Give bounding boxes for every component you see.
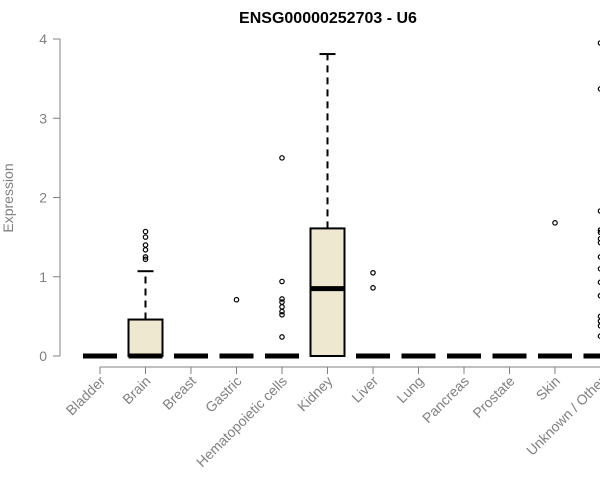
x-tick-label: Liver	[348, 373, 381, 406]
box	[309, 227, 346, 357]
x-tick-label: Prostate	[469, 373, 517, 421]
outlier-point	[597, 266, 600, 272]
x-tick-label: Breast	[159, 373, 199, 413]
outlier-point	[597, 86, 600, 92]
box-group	[265, 155, 299, 359]
x-tick-label: Lung	[393, 373, 426, 406]
outlier-point	[552, 220, 558, 226]
box-group	[538, 220, 572, 359]
outlier-point	[370, 269, 376, 276]
box-group	[356, 269, 390, 359]
outlier-point	[597, 279, 600, 286]
boxes	[83, 40, 600, 359]
outlier-point	[597, 318, 600, 324]
y-axis: 0 1 2 3 4	[39, 31, 61, 364]
outlier-point	[597, 235, 600, 242]
x-tick-label: Hematopoietic cells	[193, 373, 290, 470]
y-axis-title: Expression	[0, 163, 16, 232]
x-tick-label: Bladder	[63, 373, 109, 419]
outlier-point	[597, 40, 600, 46]
outlier-point	[597, 313, 600, 320]
outlier-point	[279, 296, 285, 302]
outlier-point	[597, 333, 600, 339]
outlier-point	[597, 254, 600, 260]
chart-title: ENSG00000252703 - U6	[239, 10, 417, 27]
outlier-point	[370, 285, 376, 291]
x-tick-label: Skin	[533, 373, 564, 404]
outlier-point	[142, 234, 149, 240]
outlier-point	[142, 228, 149, 235]
box-group	[309, 53, 346, 357]
y-tick-label: 4	[39, 31, 47, 47]
y-tick-label: 0	[39, 348, 47, 364]
x-tick-label: Brain	[119, 373, 153, 407]
outlier-point	[279, 334, 285, 340]
box	[127, 318, 164, 358]
outlier-point	[233, 296, 240, 303]
outlier-point	[142, 242, 149, 248]
outlier-point	[279, 155, 285, 161]
outlier-point	[597, 323, 600, 329]
outlier-point	[597, 208, 600, 214]
outlier-point	[597, 293, 600, 299]
outlier-point	[142, 256, 149, 263]
box-group	[583, 40, 600, 359]
x-tick-label: Gastric	[202, 373, 245, 416]
outlier-point	[597, 239, 600, 246]
y-tick-label: 3	[39, 110, 47, 126]
outlier-point	[142, 254, 149, 260]
x-tick-label: Pancreas	[419, 373, 472, 426]
outlier-point	[279, 299, 285, 305]
y-tick-label: 1	[39, 269, 47, 285]
y-tick-label: 2	[39, 190, 47, 206]
box-group	[219, 296, 254, 359]
outlier-point	[279, 311, 285, 318]
outlier-point	[597, 227, 600, 233]
outlier-point	[279, 304, 285, 310]
box-group	[127, 228, 164, 359]
outlier-point	[142, 247, 149, 253]
outlier-point	[279, 278, 285, 285]
outlier-point	[597, 229, 600, 236]
x-tick-label: Kidney	[294, 373, 336, 415]
